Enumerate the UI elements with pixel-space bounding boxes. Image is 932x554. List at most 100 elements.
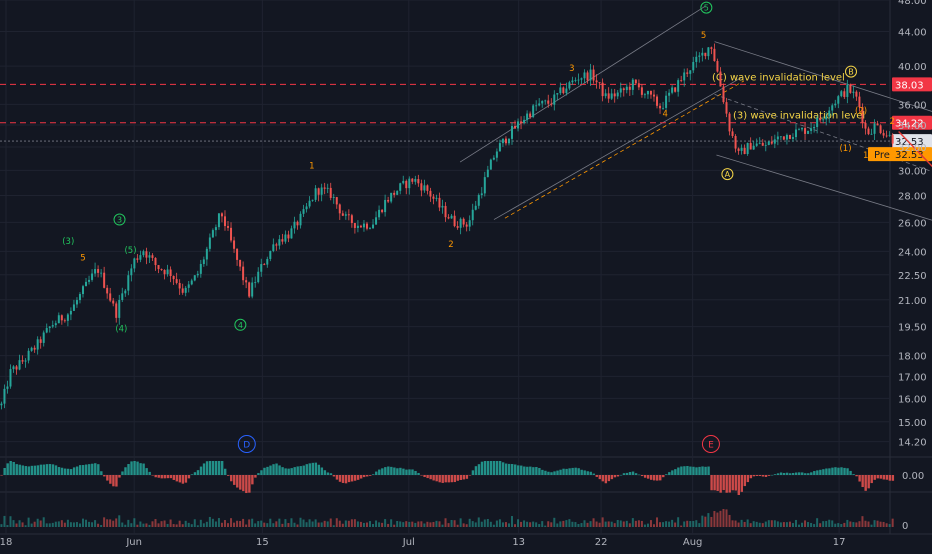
oscillator-bar — [625, 472, 629, 475]
oscillator-bar — [450, 475, 453, 483]
volume-bar — [770, 520, 773, 527]
candle-body — [220, 213, 223, 217]
candle-body — [873, 123, 876, 134]
oscillator-bar — [278, 465, 281, 475]
volume-bar — [659, 522, 662, 527]
volume-bar — [94, 520, 97, 527]
volume-bar — [867, 521, 870, 527]
volume-bar — [347, 520, 350, 527]
oscillator-bar — [124, 467, 127, 475]
oscillator-bar — [471, 470, 475, 475]
wave-label: 5 — [704, 4, 709, 13]
volume-bar — [402, 522, 405, 527]
wave-label: 4 — [662, 110, 667, 120]
oscillator-bar — [432, 475, 435, 481]
candle-body — [426, 185, 429, 191]
candle-body — [794, 129, 797, 138]
oscillator-bar — [142, 463, 145, 475]
oscillator-bar — [873, 475, 876, 480]
volume-bar — [187, 522, 190, 527]
candle-body — [269, 250, 272, 259]
candle-body — [332, 197, 335, 198]
volume-bar — [622, 521, 625, 527]
volume-bar — [423, 523, 426, 527]
candle-body — [338, 204, 341, 214]
volume-bar — [344, 520, 347, 527]
price-badge — [892, 77, 932, 92]
volume-bar — [843, 522, 846, 527]
candle-body — [320, 187, 323, 195]
candle-body — [589, 69, 592, 81]
candle-body — [447, 217, 450, 219]
volume-bar — [798, 524, 801, 527]
volume-bar — [562, 520, 565, 527]
oscillator-bar — [375, 471, 378, 475]
candle-body — [649, 90, 652, 95]
oscillator-bar — [181, 475, 185, 484]
oscillator-bar — [257, 473, 260, 475]
volume-bar — [556, 523, 559, 527]
oscillator-bar — [755, 475, 759, 476]
time-axis[interactable]: 18Jun15Jul1322Aug17Sep1418 — [0, 537, 932, 548]
candle-body — [480, 193, 483, 196]
volume-bar — [214, 521, 217, 527]
candle-body — [381, 209, 384, 213]
wave-label: 5 — [80, 253, 85, 263]
candle-body — [891, 134, 894, 144]
candle-body — [876, 123, 879, 126]
volume-bar — [326, 521, 329, 527]
oscillator-bar — [535, 467, 538, 475]
candle-body — [613, 93, 616, 97]
oscillator-bar — [272, 464, 275, 475]
candle-body — [731, 131, 734, 136]
volume-bar — [646, 523, 649, 527]
oscillator-bar — [568, 468, 571, 475]
candle-body — [390, 192, 393, 202]
candle-body — [764, 144, 767, 146]
oscillator-bar — [130, 461, 133, 475]
candle-body — [810, 128, 813, 131]
volume-bar — [248, 519, 251, 527]
oscillator-bar — [462, 475, 466, 480]
candle-body — [634, 79, 637, 84]
candle-body — [27, 350, 30, 361]
volume-bar — [106, 519, 109, 527]
candle-body — [779, 136, 782, 138]
volume-bar — [471, 521, 474, 527]
volume-bar — [329, 518, 332, 527]
candle-body — [175, 279, 178, 283]
candle-body — [831, 105, 834, 111]
price-axis[interactable]: 48.00 44.00 40.00 36.00 34.00 32.00 30.00 28.00… — [898, 0, 927, 449]
volume-bar — [580, 523, 583, 527]
oscillator-bar — [891, 475, 895, 481]
oscillator-bar — [843, 467, 846, 475]
candle-body — [326, 187, 329, 189]
candle-body — [652, 94, 655, 97]
candle-body — [637, 83, 640, 88]
oscillator-bar — [269, 465, 272, 475]
candle-body — [598, 82, 601, 84]
volume-bar — [411, 521, 414, 527]
oscillator-bar — [665, 474, 668, 475]
oscillator-bar — [187, 475, 191, 479]
wave-circle — [700, 1, 713, 14]
volume-bar — [381, 522, 384, 527]
volume-bar — [72, 522, 75, 527]
volume-bar — [462, 523, 465, 527]
candle-body — [680, 80, 683, 81]
volume-bar — [211, 518, 214, 527]
volume-bar — [610, 521, 613, 527]
volume-bar — [535, 522, 538, 527]
oscillator-zero-label: 0.00 — [902, 471, 924, 482]
candle-body — [471, 209, 474, 221]
price-tick-label: 30.00 — [898, 166, 927, 177]
volume-bar — [278, 518, 281, 527]
volume-bar — [517, 519, 520, 527]
candle-body — [616, 92, 619, 97]
volume-bar — [846, 519, 849, 527]
candle-body — [640, 87, 643, 95]
oscillator-bar — [541, 469, 544, 475]
volume-bar — [438, 521, 441, 527]
candle-body — [408, 178, 411, 189]
